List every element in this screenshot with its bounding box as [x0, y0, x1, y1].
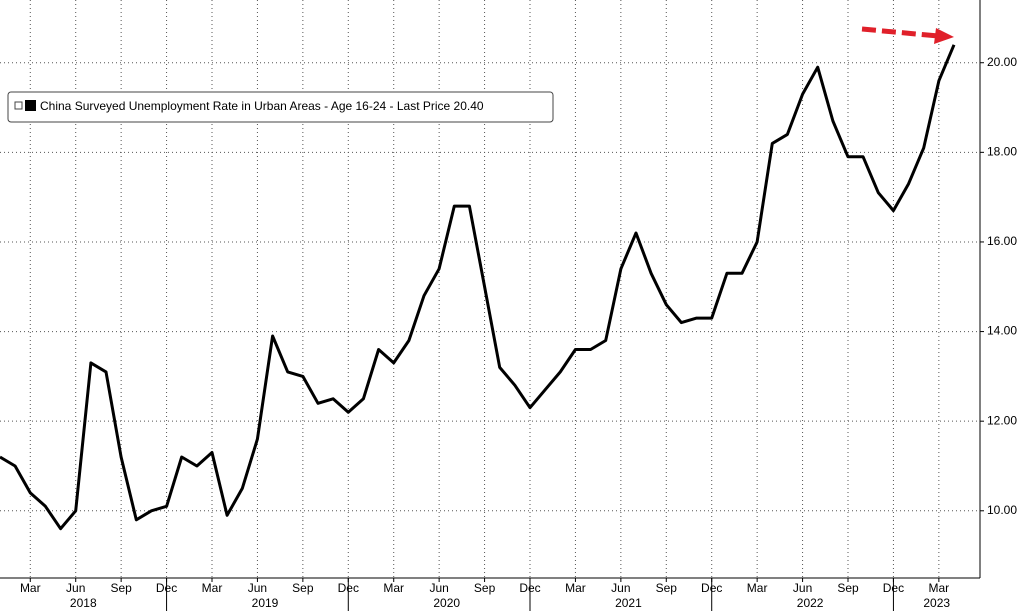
x-tick-label: Mar — [202, 581, 223, 595]
x-tick-label: Sep — [292, 581, 314, 595]
x-tick-label: Mar — [383, 581, 404, 595]
y-tick-label: 10.00 — [987, 503, 1017, 517]
legend-toggle — [14, 101, 23, 110]
x-tick-label: Jun — [248, 581, 267, 595]
x-tick-label: Sep — [110, 581, 132, 595]
line-series — [0, 44, 956, 531]
year-label: 2019 — [252, 596, 279, 610]
x-tick-label: Jun — [611, 581, 630, 595]
legend-box — [7, 91, 554, 123]
legend: China Surveyed Unemployment Rate in Urba… — [7, 91, 554, 123]
x-tick-label: Jun — [66, 581, 85, 595]
year-label: 2023 — [923, 596, 950, 610]
x-tick-label: Sep — [837, 581, 859, 595]
y-tick-label: 12.00 — [987, 413, 1017, 427]
annotation-arrow — [861, 26, 954, 44]
legend-swatch — [25, 100, 36, 111]
y-tick-label: 18.00 — [987, 145, 1017, 159]
x-tick-label: Mar — [747, 581, 768, 595]
legend-label: China Surveyed Unemployment Rate in Urba… — [40, 99, 484, 113]
y-tick-label: 16.00 — [987, 234, 1017, 248]
x-tick-label: Jun — [429, 581, 448, 595]
year-label: 2018 — [70, 596, 97, 610]
year-label: 2020 — [433, 596, 460, 610]
x-tick-label: Mar — [565, 581, 586, 595]
y-tick-label: 20.00 — [987, 55, 1017, 69]
x-tick-label: Sep — [474, 581, 496, 595]
year-label: 2021 — [615, 596, 642, 610]
x-tick-label: Mar — [929, 581, 950, 595]
x-tick-label: Jun — [793, 581, 812, 595]
x-tick-label: Mar — [20, 581, 41, 595]
x-tick-label: Sep — [656, 581, 678, 595]
y-tick-label: 14.00 — [987, 324, 1017, 338]
year-label: 2022 — [797, 596, 824, 610]
